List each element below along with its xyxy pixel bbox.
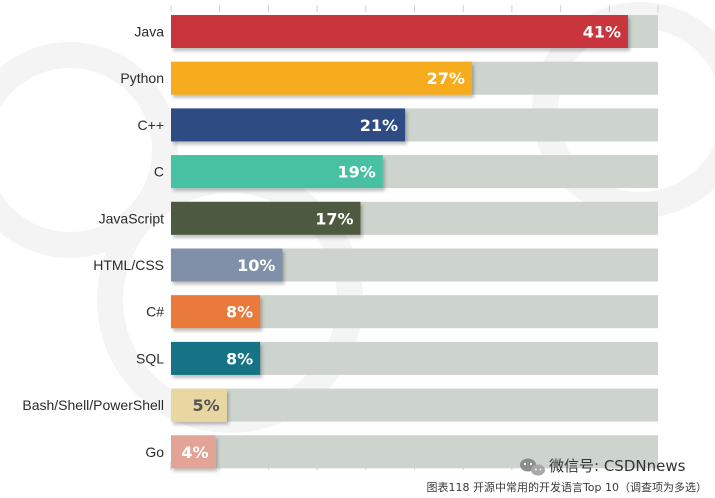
bar <box>171 201 361 235</box>
category-label: C <box>154 164 164 180</box>
data-label: 10% <box>237 256 275 275</box>
category-label: HTML/CSS <box>93 257 164 273</box>
figure-caption: 图表118 开源中常用的开发语言Top 10（调查项为多选） <box>426 481 707 494</box>
bar-track <box>171 388 658 422</box>
data-label: 5% <box>193 396 220 415</box>
data-label: 17% <box>315 209 353 228</box>
bars-group: Java 41% Python 27% C++ 21% C 19% JavaScript 17% H… <box>22 15 658 469</box>
category-label: Bash/Shell/PowerShell <box>22 397 164 413</box>
data-label: 19% <box>337 163 375 182</box>
bar <box>171 61 472 95</box>
bar <box>171 341 261 375</box>
watermark-text: 微信号: CSDNnews <box>549 457 686 475</box>
category-label: SQL <box>136 350 164 366</box>
watermark: 微信号: CSDNnews <box>520 457 686 476</box>
wechat-icon <box>520 458 545 476</box>
category-label: Java <box>134 24 164 40</box>
bar-track <box>171 435 658 469</box>
category-label: JavaScript <box>99 210 164 226</box>
data-label: 4% <box>181 443 208 462</box>
bar <box>171 248 283 282</box>
data-label: 8% <box>226 303 253 322</box>
bar <box>171 108 406 142</box>
bar <box>171 15 628 48</box>
data-label: 8% <box>226 349 253 368</box>
category-label: C++ <box>138 117 164 133</box>
data-label: 21% <box>360 116 398 135</box>
data-label: 41% <box>583 23 621 42</box>
bar <box>171 295 261 329</box>
bar <box>171 435 216 469</box>
category-label: C# <box>146 304 164 320</box>
category-label: Python <box>120 70 164 86</box>
bar <box>171 155 383 189</box>
data-label: 27% <box>427 69 465 88</box>
bar <box>171 388 227 422</box>
category-label: Go <box>145 444 164 460</box>
